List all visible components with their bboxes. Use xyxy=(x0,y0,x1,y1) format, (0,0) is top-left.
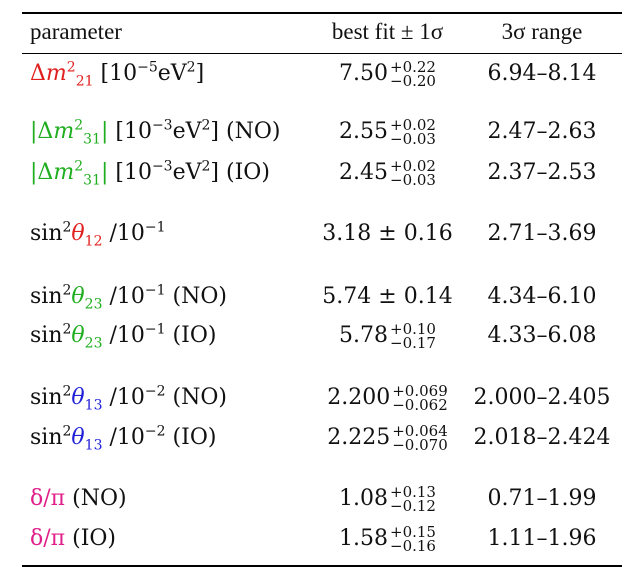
range-cell: 2.37–2.53 xyxy=(487,160,597,185)
header-best-fit: best fit ± 1σ xyxy=(331,19,444,44)
range-cell: 1.11–1.96 xyxy=(487,526,597,551)
ordering-label: (IO) xyxy=(72,526,117,551)
ordering-label: (NO) xyxy=(172,385,227,410)
header-range: 3σ range xyxy=(501,19,583,44)
range-cell: 2.018–2.424 xyxy=(473,425,611,450)
parameter-symbol: θ13 xyxy=(71,385,103,414)
parameter-symbol: Δm221 xyxy=(30,59,94,90)
best-fit-cell: 2.55 +0.02 −0.03 xyxy=(339,116,436,148)
table-row: sin2θ23 /10−1 (NO) 5.74 ± 0.14 4.34–6.10 xyxy=(0,277,643,317)
best-fit-cell: 7.50 +0.22 −0.20 xyxy=(339,58,436,90)
ordering-label: (NO) xyxy=(172,284,227,309)
parameter-symbol: θ23 xyxy=(71,284,103,313)
parameter-cell: sin2θ23 /10−1 (IO) xyxy=(30,321,217,352)
parameter-scale: /10−1 xyxy=(109,219,166,246)
parameter-unit: [10−3eV2] xyxy=(115,158,220,185)
ordering-label: (IO) xyxy=(226,160,270,185)
range-cell: 6.94–8.14 xyxy=(487,61,597,86)
ordering-label: (IO) xyxy=(172,425,217,450)
parameter-symbol: |Δm231| xyxy=(30,117,109,148)
parameter-scale: /10−2 xyxy=(109,383,166,410)
parameter-cell: |Δm231| [10−3eV2] (NO) xyxy=(30,112,280,152)
table-row: sin2θ12 /10−1 3.18 ± 0.16 2.71–3.69 xyxy=(0,214,643,254)
header-row: parameter best fit ± 1σ 3σ range xyxy=(0,12,643,52)
parameter-unit: [10−3eV2] xyxy=(115,117,220,144)
table-row: Δm221 [10−5eV2] 7.50 +0.22 −0.20 6.94–8.14 xyxy=(0,54,643,94)
parameter-cell: sin2θ23 /10−1 (NO) xyxy=(30,282,227,313)
ordering-label: (NO) xyxy=(72,486,127,511)
header-parameter: parameter xyxy=(30,19,122,44)
range-cell: 2.000–2.405 xyxy=(473,385,611,410)
best-fit-cell: 2.225 +0.064 −0.070 xyxy=(327,422,448,454)
parameter-symbol: |Δm231| xyxy=(30,158,109,189)
best-fit-cell: 3.18 ± 0.16 xyxy=(322,221,453,246)
parameter-cell: sin2θ12 /10−1 xyxy=(30,219,166,250)
parameter-symbol: θ12 xyxy=(71,221,103,250)
parameter-cell: sin2θ13 /10−2 (NO) xyxy=(30,383,227,414)
range-cell: 2.71–3.69 xyxy=(487,221,597,246)
table-row: sin2θ13 /10−2 (IO) 2.225 +0.064 −0.070 2.0… xyxy=(0,418,643,458)
parameter-cell: δ/π (IO) xyxy=(30,519,116,559)
parameter-symbol: θ23 xyxy=(71,323,103,352)
parameter-cell: Δm221 [10−5eV2] xyxy=(30,54,204,94)
ordering-label: (IO) xyxy=(172,323,217,348)
range-cell: 0.71–1.99 xyxy=(487,486,597,511)
parameter-symbol: θ13 xyxy=(71,425,103,454)
parameter-scale: /10−1 xyxy=(109,282,166,309)
parameter-scale: /10−2 xyxy=(109,423,166,450)
table-row: |Δm231| [10−3eV2] (IO) 2.45 +0.02 −0.03 2.… xyxy=(0,153,643,193)
best-fit-cell: 5.74 ± 0.14 xyxy=(322,284,453,309)
table-row: sin2θ13 /10−2 (NO) 2.200 +0.069 −0.062 2.0… xyxy=(0,378,643,418)
parameter-cell: |Δm231| [10−3eV2] (IO) xyxy=(30,153,270,193)
parameter-scale: /10−1 xyxy=(109,321,166,348)
parameter-cell: δ/π (NO) xyxy=(30,479,127,519)
header-rule xyxy=(22,53,622,54)
range-cell: 2.47–2.63 xyxy=(487,119,597,144)
table-row: sin2θ23 /10−1 (IO) 5.78 +0.10 −0.17 4.33–6… xyxy=(0,316,643,356)
best-fit-cell: 5.78 +0.10 −0.17 xyxy=(339,320,436,352)
range-cell: 4.34–6.10 xyxy=(487,284,597,309)
range-cell: 4.33–6.08 xyxy=(487,323,597,348)
table-row: δ/π (IO) 1.58 +0.15 −0.16 1.11–1.96 xyxy=(0,519,643,559)
table-row: |Δm231| [10−3eV2] (NO) 2.55 +0.02 −0.03 2.… xyxy=(0,112,643,152)
table-row: δ/π (NO) 1.08 +0.13 −0.12 0.71–1.99 xyxy=(0,479,643,519)
best-fit-cell: 1.58 +0.15 −0.16 xyxy=(339,523,436,555)
ordering-label: (NO) xyxy=(226,119,281,144)
top-rule xyxy=(22,12,622,14)
best-fit-cell: 2.200 +0.069 −0.062 xyxy=(327,382,448,414)
parameter-cell: sin2θ13 /10−2 (IO) xyxy=(30,423,217,454)
parameter-symbol: δ/π xyxy=(30,526,66,551)
best-fit-cell: 2.45 +0.02 −0.03 xyxy=(339,157,436,189)
bottom-rule xyxy=(22,565,622,567)
parameter-symbol: δ/π xyxy=(30,486,66,511)
parameter-unit: [10−5eV2] xyxy=(100,59,205,86)
best-fit-cell: 1.08 +0.13 −0.12 xyxy=(339,483,436,515)
